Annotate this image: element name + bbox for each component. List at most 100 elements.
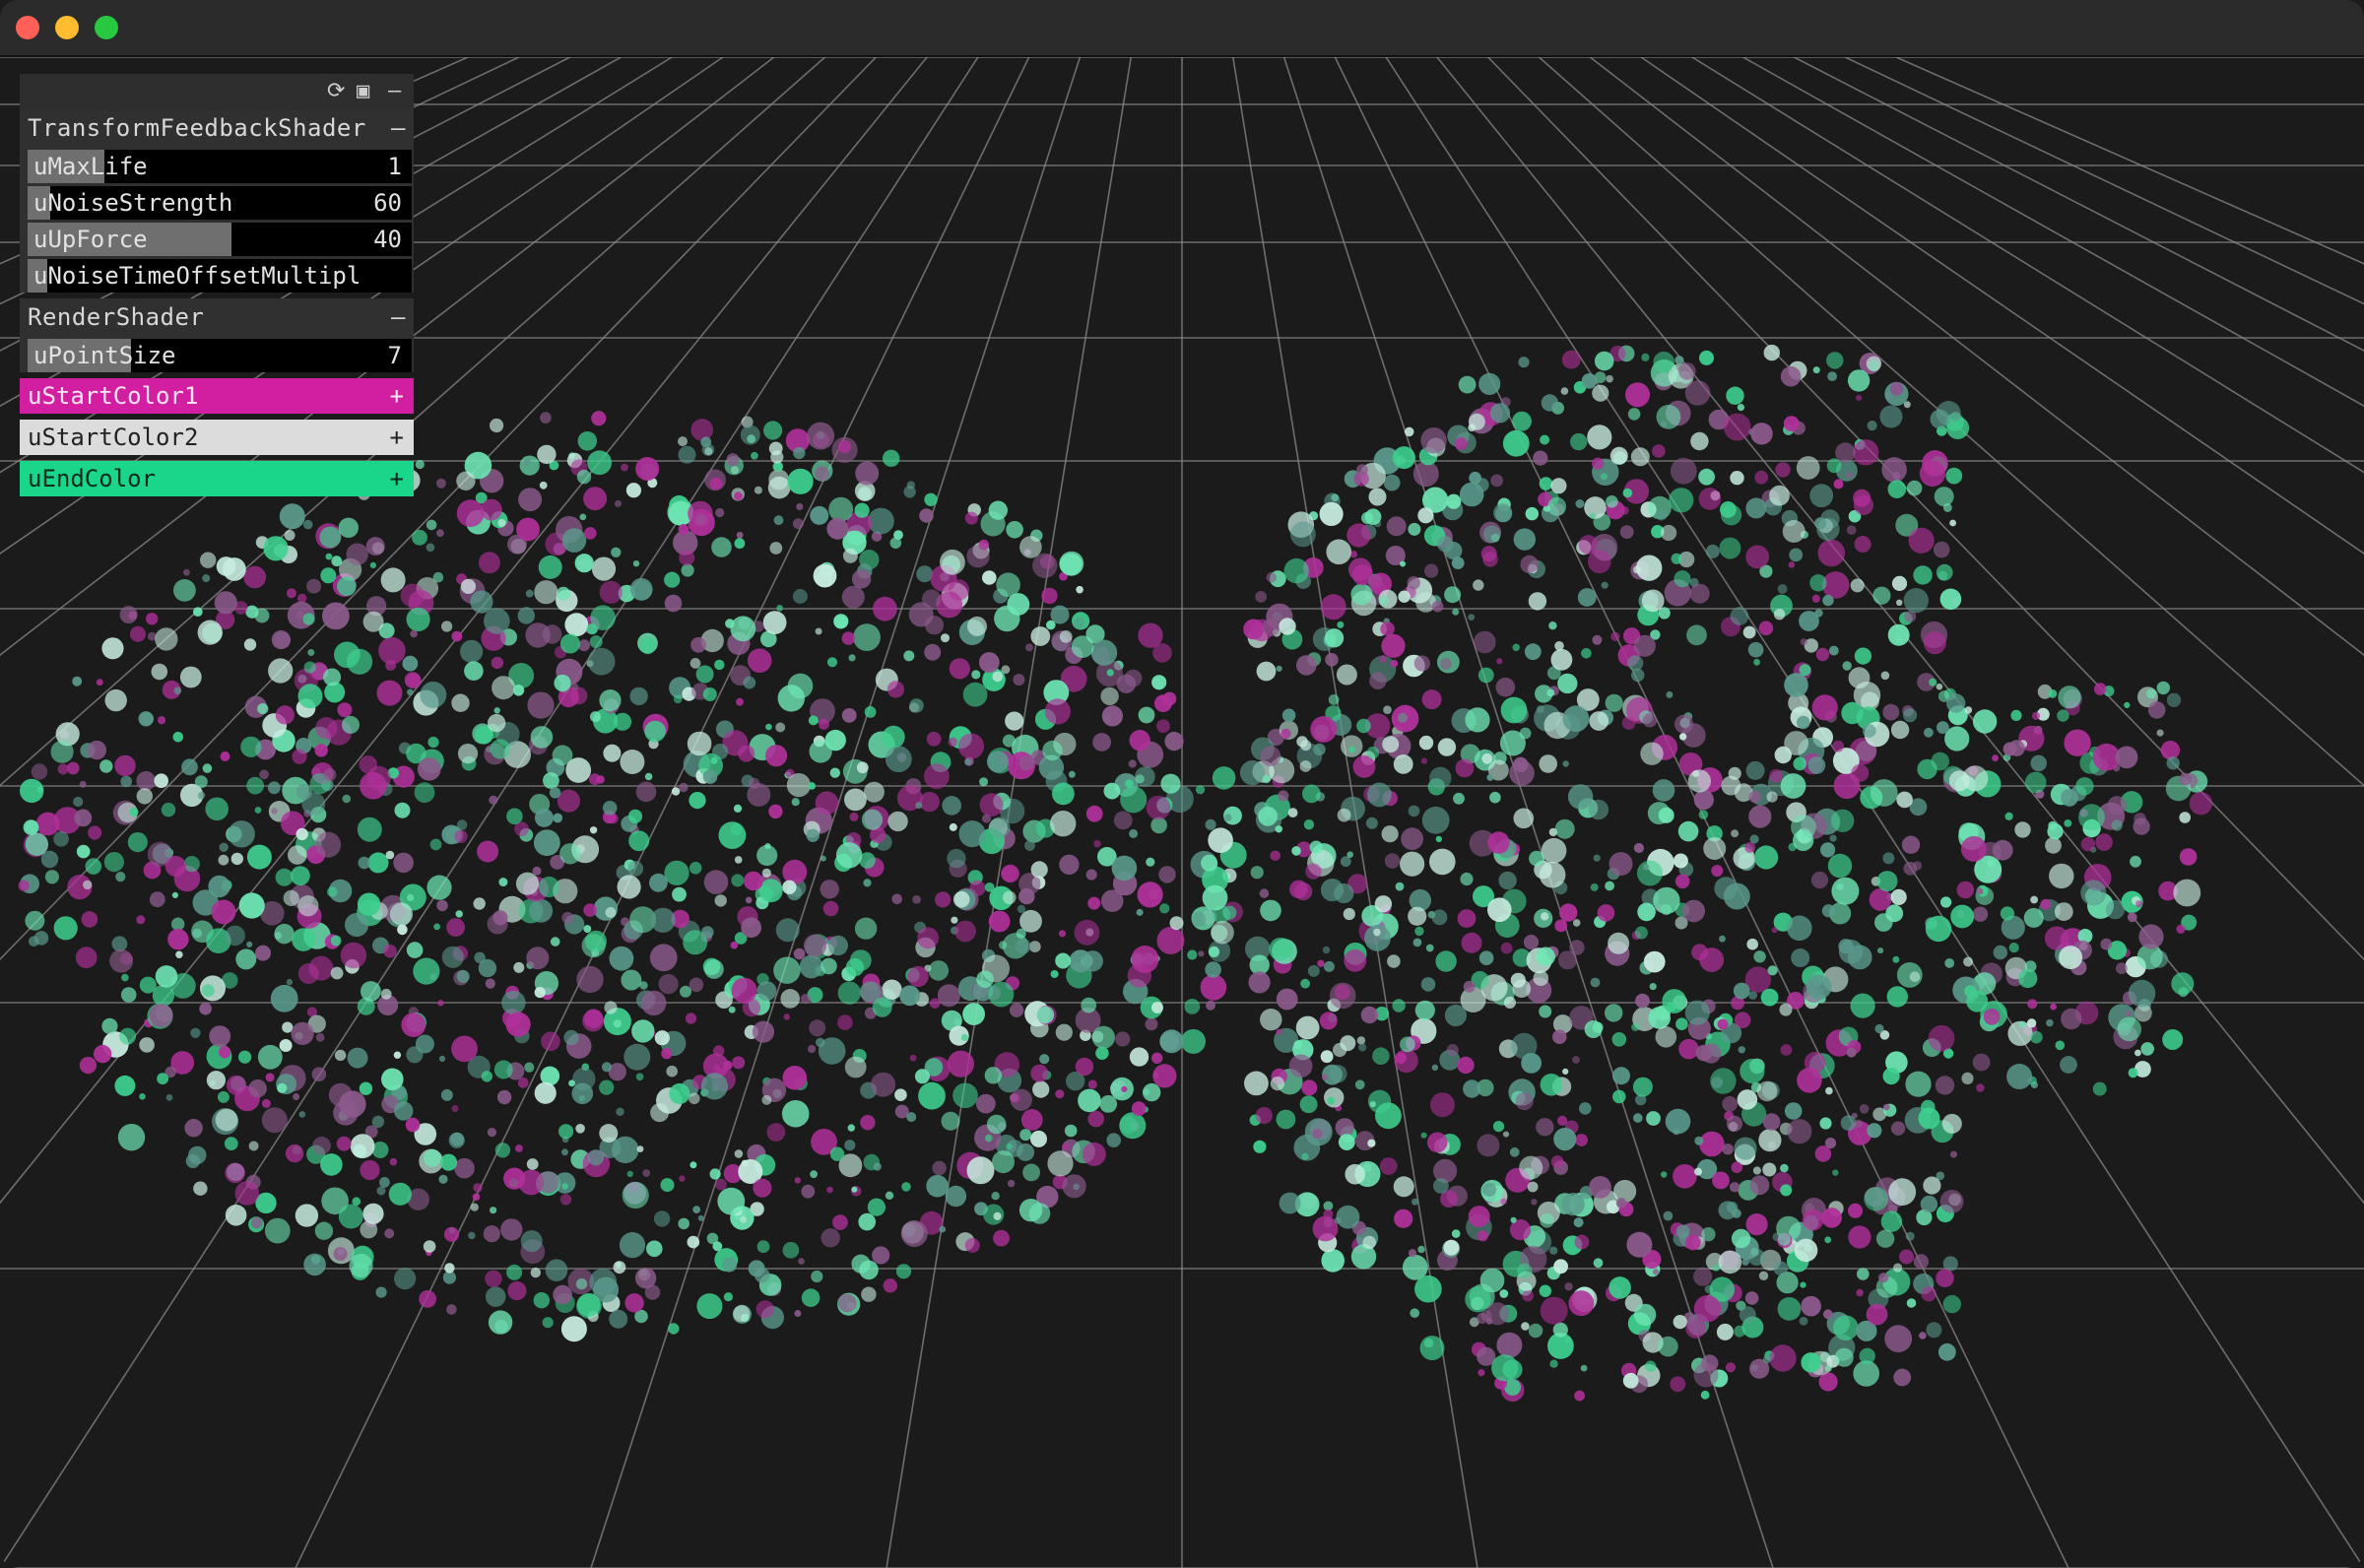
particle (1930, 409, 1950, 429)
particle (1500, 942, 1513, 954)
particle (1151, 1052, 1163, 1064)
particle (1652, 779, 1675, 802)
particle (1111, 855, 1138, 882)
particle (367, 852, 389, 874)
particle (1337, 808, 1351, 822)
param-value[interactable]: 60 (367, 186, 402, 220)
color-label: uStartColor1 (28, 382, 199, 410)
particle (534, 987, 546, 999)
particle (1670, 1376, 1686, 1393)
particle (687, 1235, 700, 1249)
particle (886, 681, 905, 698)
folder-collapse-toggle[interactable]: – (391, 114, 406, 142)
particle (1834, 1347, 1854, 1367)
particle (590, 711, 602, 723)
particle (1748, 991, 1757, 1000)
particle (1752, 1166, 1761, 1175)
particle (1269, 937, 1293, 961)
minimize-window-button[interactable] (55, 16, 79, 39)
particle (378, 622, 395, 639)
unoisestrength-slider[interactable]: uNoiseStrength 60 (28, 186, 412, 220)
particle (1637, 902, 1656, 922)
particle (1833, 1315, 1859, 1340)
color-picker-ustartcolor2[interactable]: uStartColor2 + (20, 420, 414, 455)
param-value[interactable]: 40 (367, 223, 402, 256)
particle (197, 620, 223, 645)
particle (1128, 759, 1137, 768)
particle (2105, 900, 2126, 920)
particle (1879, 1030, 1890, 1040)
particle (1223, 814, 1232, 821)
particle (689, 862, 702, 875)
particle (1073, 617, 1084, 629)
particle (811, 1270, 823, 1283)
particle (1076, 585, 1084, 594)
particle (1106, 1133, 1121, 1147)
particle (1854, 647, 1872, 665)
particle (1698, 488, 1722, 510)
maximize-button[interactable] (95, 16, 118, 39)
folder-collapse-toggle[interactable]: – (391, 303, 406, 331)
particle (689, 792, 706, 810)
particle (1519, 727, 1532, 740)
particle (967, 616, 987, 636)
uupforce-slider[interactable]: uUpForce 40 (28, 223, 412, 256)
particle (1463, 1079, 1481, 1098)
particle (23, 819, 39, 835)
particle (1633, 634, 1656, 657)
color-picker-ustartcolor1[interactable]: uStartColor1 + (20, 378, 414, 414)
particle (1766, 791, 1778, 803)
particle (1081, 997, 1097, 1013)
particle (202, 763, 213, 773)
particle (583, 925, 592, 934)
particle (701, 926, 714, 939)
particle (1918, 1107, 1940, 1130)
particle (1344, 948, 1367, 972)
particle (323, 668, 342, 686)
particle (1769, 768, 1783, 783)
particle (25, 832, 48, 856)
expand-icon[interactable]: + (389, 424, 404, 451)
param-value[interactable]: 7 (381, 339, 402, 372)
particle (1017, 1143, 1035, 1161)
particle (723, 1292, 734, 1302)
particle (1547, 1333, 1574, 1359)
refresh-icon[interactable]: ⟳ (327, 79, 346, 103)
particle (1030, 1064, 1049, 1082)
particle (1276, 665, 1282, 673)
particle (794, 1177, 801, 1184)
expand-icon[interactable]: + (389, 382, 404, 410)
particle (291, 866, 310, 885)
expand-icon[interactable]: + (389, 465, 404, 492)
particle (1557, 950, 1578, 970)
particle (1600, 473, 1608, 481)
particle (829, 1146, 845, 1161)
close-button[interactable] (16, 16, 39, 39)
folder-transform-feedback-shader[interactable]: TransformFeedbackShader – (20, 109, 414, 147)
particle (1859, 1104, 1870, 1114)
particle (1869, 888, 1892, 911)
particle (1457, 909, 1477, 928)
particle (1860, 691, 1879, 711)
minimize-icon[interactable]: – (388, 79, 402, 103)
particle (621, 463, 628, 472)
particle (1887, 623, 1910, 646)
upointsize-slider[interactable]: uPointSize 7 (28, 339, 412, 372)
save-icon[interactable]: ▣ (357, 79, 370, 103)
particle (1433, 1158, 1458, 1183)
particle (1855, 740, 1877, 762)
particle (1524, 643, 1542, 661)
folder-render-shader[interactable]: RenderShader – (20, 298, 414, 336)
unoisetimeoffset-slider[interactable]: uNoiseTimeOffsetMultipl (28, 259, 412, 293)
particle (1262, 619, 1280, 637)
particle (1066, 1072, 1085, 1091)
particle (864, 706, 877, 718)
particle (1478, 372, 1501, 395)
param-row-umaxlife: uMaxLife 1 (20, 147, 414, 183)
umaxlife-slider[interactable]: uMaxLife 1 (28, 150, 412, 183)
particle (690, 1161, 697, 1169)
particle (571, 1082, 594, 1105)
particle (505, 1012, 531, 1037)
color-picker-uendcolor[interactable]: uEndColor + (20, 461, 414, 496)
param-value[interactable]: 1 (381, 150, 402, 183)
